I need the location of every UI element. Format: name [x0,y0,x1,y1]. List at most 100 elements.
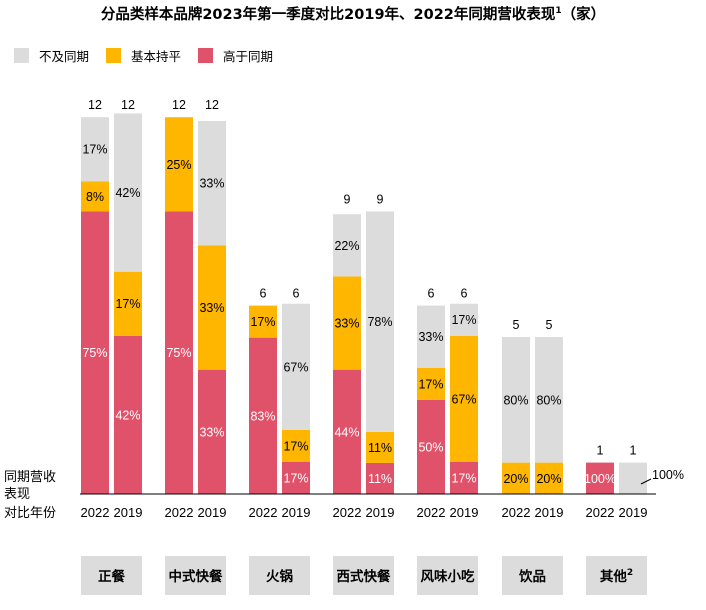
legend-label-2: 高于同期 [223,49,273,64]
bar-total-label: 1 [597,444,604,458]
bar-total-label: 9 [344,192,351,206]
segment-value-label: 33% [199,301,224,315]
bar-segment [535,462,563,494]
bar-total-label: 6 [260,287,267,301]
segment-value-label: 67% [451,392,476,406]
category-box [586,556,647,595]
category-box [249,556,310,595]
bar-segment [586,462,614,494]
segment-value-label: 83% [250,409,275,423]
category-name: 饮品 [518,568,546,585]
segment-value-label: 17% [82,143,107,157]
segment-value-label: 42% [115,408,140,422]
bar-total-label: 12 [172,98,186,112]
segment-value-label: 11% [368,472,392,486]
bar-segment [535,337,563,463]
bar-segment [417,305,445,368]
legend-label-1: 基本持平 [131,49,181,64]
bar-segment [366,211,394,432]
category-box [417,556,478,595]
year-tick-label: 2022 [417,505,446,520]
bar-segment [450,303,478,336]
bar-segment [249,305,277,338]
label-leader-line [640,478,652,485]
legend-swatch-2 [198,48,213,63]
segment-value-label: 17% [115,297,140,311]
segment-value-label: 20% [536,472,561,486]
bar-segment [282,429,310,462]
bar-total-label: 6 [293,287,300,301]
bar-segment [366,431,394,463]
legend-swatch-1 [106,48,121,63]
year-tick-label: 2022 [165,505,194,520]
segment-value-label: 80% [503,393,528,407]
bar-segment [165,117,193,212]
bar-segment [417,367,445,400]
bar-total-label: 12 [88,98,102,112]
bar-segment [81,181,109,212]
category-label: 其他2 [600,568,633,585]
year-tick-label: 2022 [586,505,615,520]
category-name: 风味小吃 [421,568,475,585]
bar-segment [502,462,530,494]
segment-value-label: 33% [199,177,224,191]
bar-segment [114,113,142,272]
segment-value-label: 17% [283,439,308,453]
year-tick-label: 2019 [198,505,227,520]
segment-value-label: 33% [199,425,224,439]
year-tick-label: 2019 [619,505,648,520]
bar-segment [619,462,647,494]
segment-value-label: 75% [166,346,191,360]
bar-segment [198,120,226,246]
bar-segment [417,399,445,494]
segment-value-label: 17% [283,471,308,485]
segment-value-label: 75% [82,346,107,360]
x-axis-label: 对比年份 [4,506,56,521]
bar-segment [450,335,478,462]
segment-value-label: 100% [584,472,616,486]
category-label: 西式快餐 [337,568,391,585]
category-box [502,556,563,595]
legend-swatch-0 [14,48,29,63]
segment-value-label: 20% [503,472,528,486]
bar-total-label: 6 [428,287,435,301]
bars-group: 75% 8% 17% 12 2022 42% 17% 42% 12 2019 75% 25% 12 202… [81,98,684,520]
bar-segment [114,271,142,336]
segment-value-label: 78% [367,315,392,329]
bar-segment [366,462,394,494]
bar-segment [81,117,109,182]
year-tick-label: 2019 [114,505,143,520]
segment-value-label: 67% [283,360,308,374]
bar-segment [333,214,361,277]
bar-segment [333,276,361,370]
bar-segment [450,461,478,494]
bar-total-label: 5 [546,318,553,332]
bar-total-label: 5 [513,318,520,332]
legend-label-0: 不及同期 [39,49,89,64]
bar-segment [282,303,310,430]
category-label: 饮品 [518,568,546,585]
bar-total-label: 12 [205,98,219,112]
segment-value-label: 80% [536,393,561,407]
category-label: 中式快餐 [169,568,223,585]
category-name: 正餐 [98,568,125,585]
segment-value-label: 100% [652,468,684,482]
category-name: 火锅 [266,569,293,585]
bar-segment [198,369,226,494]
segment-value-label: 8% [86,190,104,204]
segment-value-label: 17% [451,471,476,485]
category-name: 中式快餐 [169,568,223,585]
segment-value-label: 22% [334,239,359,253]
year-tick-label: 2022 [81,505,110,520]
legend: 不及同期 基本持平 高于同期 [14,48,273,64]
y-axis-label-line2: 表现 [4,487,30,502]
bar-segment [165,211,193,494]
bar-total-label: 6 [461,287,468,301]
category-name: 西式快餐 [337,568,391,585]
bar-segment [114,335,142,494]
y-axis-label-line1: 同期营收 [4,470,56,485]
bar-total-label: 9 [377,192,384,206]
category-box [81,556,142,595]
year-tick-label: 2019 [366,505,395,520]
